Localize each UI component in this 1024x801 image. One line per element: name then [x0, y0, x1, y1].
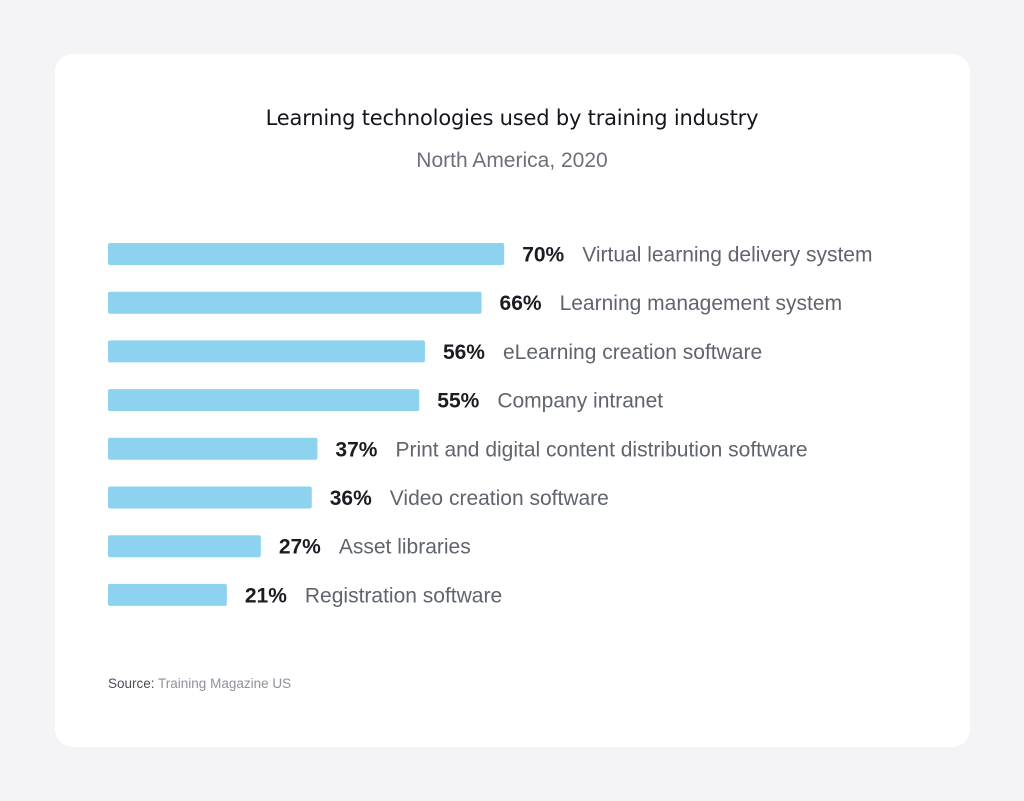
category-label-4: Company intranet — [497, 390, 663, 413]
value-label-6: 36% — [330, 487, 372, 510]
bar-6 — [108, 486, 312, 509]
category-label-2: Learning management system — [560, 292, 843, 315]
bar-7 — [108, 535, 261, 558]
source-note: Source: Training Magazine US — [108, 676, 291, 691]
chart-subtitle: North America, 2020 — [416, 149, 608, 172]
category-label-5: Print and digital content distribution s… — [395, 438, 807, 461]
value-label-1: 70% — [522, 244, 564, 267]
bar-5 — [108, 437, 318, 460]
category-label-3: eLearning creation software — [503, 341, 762, 364]
category-label-6: Video creation software — [390, 487, 609, 510]
category-label-7: Asset libraries — [339, 536, 471, 559]
chart-title: Learning technologies used by training i… — [265, 106, 759, 130]
bar-8 — [108, 583, 227, 606]
value-label-8: 21% — [245, 584, 287, 607]
bar-4 — [108, 389, 420, 412]
category-label-8: Registration software — [305, 584, 502, 607]
bar-1 — [108, 243, 505, 265]
source-text: Training Magazine US — [158, 676, 292, 691]
category-label-1: Virtual learning delivery system — [582, 244, 872, 267]
value-label-3: 56% — [443, 341, 485, 364]
value-label-4: 55% — [437, 390, 479, 413]
source-label: Source: — [108, 676, 155, 691]
value-label-5: 37% — [335, 438, 377, 461]
bar-3 — [108, 340, 425, 363]
bar-2 — [108, 291, 482, 314]
value-label-7: 27% — [279, 536, 321, 559]
value-label-2: 66% — [500, 292, 542, 315]
